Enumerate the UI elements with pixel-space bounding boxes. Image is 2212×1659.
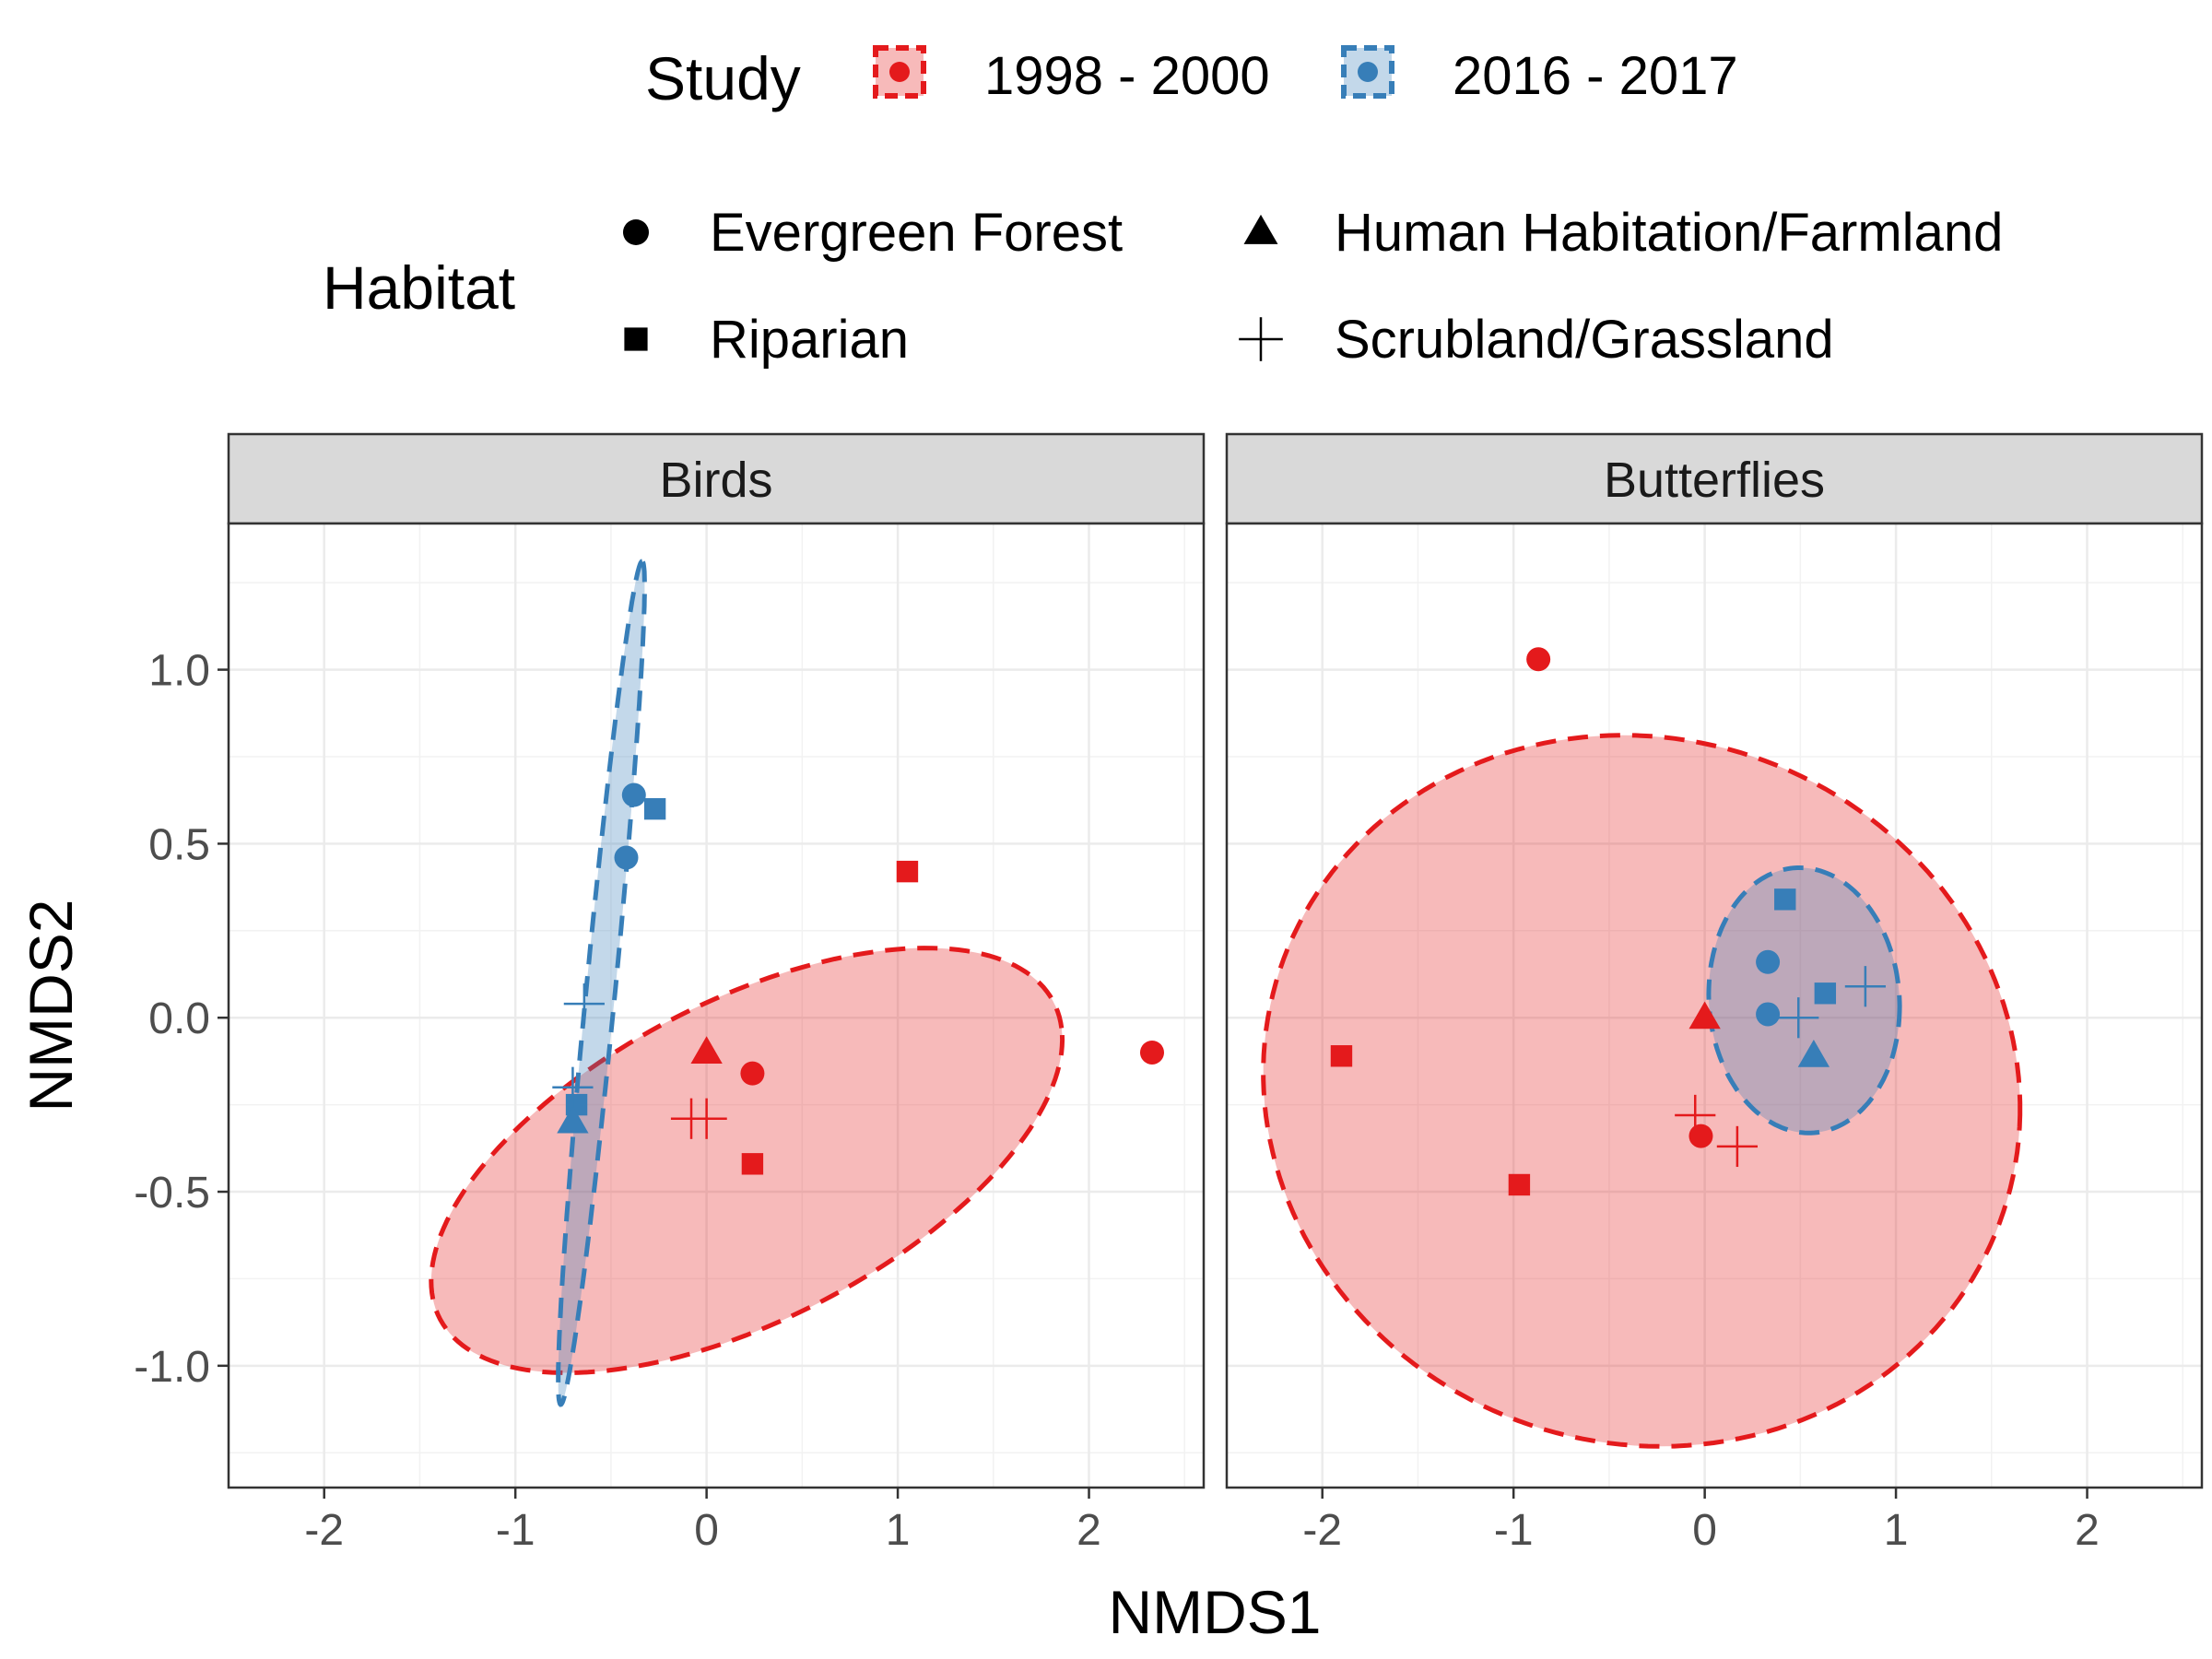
ellipse-birds-2016-2017 — [556, 559, 647, 1407]
point-butterflies-2016-2017-evergreen-forest — [1756, 949, 1781, 974]
study-legend: Study 1998 - 2000 2016 - 2017 — [645, 44, 1738, 112]
point-butterflies-1998-2000-riparian — [1508, 1173, 1531, 1196]
legend-key-habitat-riparian — [624, 327, 648, 351]
legend-key-box — [873, 45, 926, 99]
point-birds-2016-2017-evergreen-forest — [614, 845, 639, 870]
x-tick-label: -2 — [1302, 1506, 1342, 1555]
x-tick-label: 2 — [2075, 1506, 2100, 1555]
x-tick-label: 0 — [694, 1506, 719, 1555]
legend-key-study-2016-2017 — [1341, 45, 1394, 99]
panel-butterflies: Butterflies -2 -1 0 1 2 — [1225, 432, 2204, 1555]
point-butterflies-2016-2017-riparian — [1774, 888, 1796, 911]
legend-label-habitat-human-habitation-farmland: Human Habitation/Farmland — [1335, 203, 2003, 263]
point-birds-1998-2000-evergreen-forest — [740, 1061, 765, 1086]
grid-birds — [229, 524, 1204, 1488]
point-butterflies-2016-2017-scrubland-grassland — [1844, 966, 1886, 1007]
point-butterflies-2016-2017-riparian — [1814, 982, 1837, 1005]
x-tick-label: -1 — [496, 1506, 535, 1555]
legend-label-habitat-riparian: Riparian — [710, 310, 909, 370]
point-butterflies-2016-2017-human-habitation-farmland — [1797, 1040, 1830, 1067]
habitat-legend: Habitat Evergreen Forest Human Habitation/… — [323, 203, 2003, 370]
legend-label-study-2016-2017: 2016 - 2017 — [1453, 46, 1738, 106]
x-tick-label: 1 — [886, 1506, 911, 1555]
point-birds-2016-2017-human-habitation-farmland — [557, 1105, 589, 1134]
strip-birds — [227, 432, 1206, 525]
legend-title-study: Study — [645, 44, 801, 112]
point-butterflies-2016-2017-evergreen-forest — [1756, 1002, 1781, 1027]
point-birds-1998-2000-riparian — [741, 1153, 764, 1175]
grid-butterflies — [1227, 524, 2202, 1488]
x-tick-label: 0 — [1692, 1506, 1717, 1555]
panel-border-birds — [227, 522, 1206, 1489]
y-tick-label: 1.0 — [148, 647, 210, 696]
strip-butterflies — [1225, 432, 2204, 525]
panel-birds: Birds -2 -1 0 1 2 -1.0 -0.5 0.0 0.5 1.0 — [134, 432, 1206, 1555]
y-tick-label: 0.5 — [148, 820, 210, 869]
point-butterflies-1998-2000-evergreen-forest — [1688, 1124, 1713, 1148]
legend-key-point — [1358, 62, 1378, 82]
y-tick-label: -1.0 — [134, 1343, 210, 1392]
x-tick-label: -2 — [304, 1506, 344, 1555]
legend: Study 1998 - 2000 2016 - 2017 Habitat Evergr… — [323, 44, 2003, 370]
point-birds-1998-2000-riparian — [896, 860, 919, 883]
y-axis-title: NMDS2 — [17, 899, 85, 1112]
x-tick-label: 1 — [1884, 1506, 1909, 1555]
y-tick-label: 0.0 — [148, 994, 210, 1043]
point-butterflies-2016-2017-scrubland-grassland — [1778, 997, 1819, 1039]
legend-label-study-1998-2000: 1998 - 2000 — [984, 46, 1270, 106]
point-butterflies-1998-2000-human-habitation-farmland — [1688, 1001, 1721, 1030]
legend-title-habitat: Habitat — [323, 253, 515, 322]
plot-content-birds — [429, 559, 1164, 1407]
point-birds-1998-2000-human-habitation-farmland — [690, 1036, 723, 1064]
legend-key-point — [889, 62, 910, 82]
ellipse-butterflies-1998-2000 — [1261, 733, 2023, 1449]
plot-background-birds — [229, 524, 1204, 1488]
point-butterflies-1998-2000-scrubland-grassland — [1716, 1125, 1758, 1168]
point-birds-2016-2017-riparian — [643, 797, 666, 820]
x-axis-title: NMDS1 — [1108, 1578, 1321, 1646]
point-birds-2016-2017-evergreen-forest — [621, 782, 646, 807]
strip-label-birds: Birds — [659, 453, 772, 508]
x-tick-label: -1 — [1494, 1506, 1534, 1555]
strip-label-butterflies: Butterflies — [1604, 453, 1825, 508]
legend-key-study-1998-2000 — [873, 45, 926, 99]
legend-key-habitat-human-habitation-farmland — [1243, 214, 1278, 244]
point-birds-2016-2017-scrubland-grassland — [552, 1066, 594, 1108]
panel-border-butterflies — [1225, 522, 2204, 1489]
y-tick-label: -0.5 — [134, 1169, 210, 1218]
x-tick-label: 2 — [1077, 1506, 1101, 1555]
legend-label-habitat-scrubland-grassland: Scrubland/Grassland — [1335, 310, 1834, 370]
point-butterflies-1998-2000-riparian — [1330, 1045, 1353, 1067]
legend-label-habitat-evergreen-forest: Evergreen Forest — [710, 203, 1123, 263]
plot-background-butterflies — [1227, 524, 2202, 1488]
legend-key-habitat-scrubland-grassland — [1239, 317, 1283, 361]
point-butterflies-1998-2000-evergreen-forest — [1526, 647, 1551, 672]
point-birds-2016-2017-scrubland-grassland — [563, 983, 605, 1025]
ellipse-butterflies-2016-2017 — [1706, 865, 1902, 1135]
legend-key-habitat-evergreen-forest — [623, 219, 649, 245]
point-birds-1998-2000-evergreen-forest — [1139, 1040, 1164, 1065]
point-birds-1998-2000-scrubland-grassland — [686, 1098, 727, 1139]
plot-content-butterflies — [1261, 647, 2023, 1449]
